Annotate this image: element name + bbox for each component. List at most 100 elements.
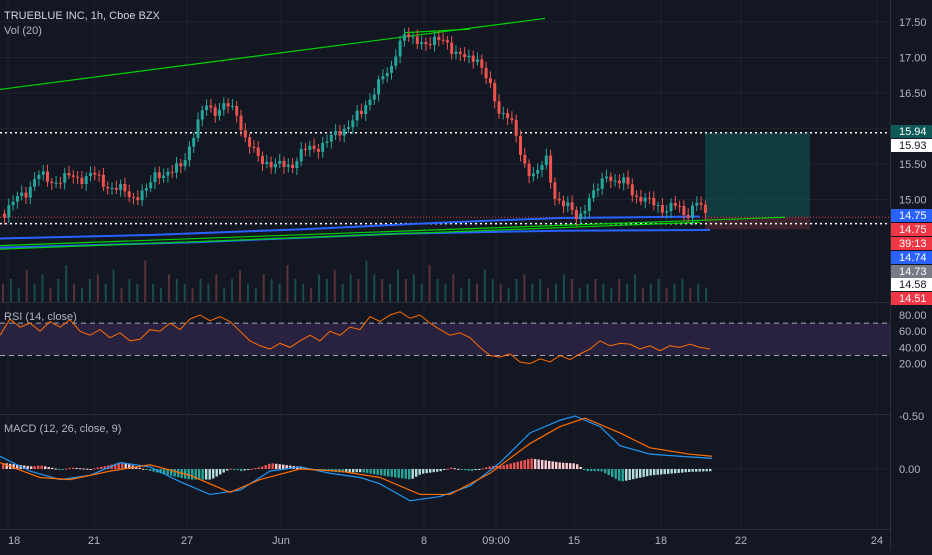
volume-bar	[57, 279, 60, 302]
volume-bar	[81, 288, 83, 302]
candle-body	[368, 99, 372, 105]
price-badge-label: 15.93	[899, 140, 927, 152]
trendline	[0, 221, 701, 250]
candle-body	[484, 67, 488, 79]
candle-body	[635, 195, 639, 197]
volume-bar	[33, 283, 36, 302]
volume-bar	[483, 269, 486, 302]
candle-body	[162, 175, 166, 179]
macd-histogram-bar	[247, 469, 250, 470]
macd-histogram-bar	[674, 469, 677, 474]
candle-body	[424, 42, 428, 45]
macd-histogram-bar	[607, 469, 610, 476]
price-badge	[891, 237, 932, 250]
macd-histogram-bar	[72, 467, 75, 469]
candle-body	[226, 103, 230, 107]
macd-label[interactable]: MACD (12, 26, close, 9)	[4, 423, 122, 435]
volume-bar	[476, 283, 478, 302]
candle-body	[471, 55, 475, 62]
volume-bar	[397, 269, 399, 302]
macd-histogram-bar	[684, 469, 687, 473]
trendline	[0, 216, 786, 247]
candle-body	[58, 182, 62, 184]
candle-body	[527, 163, 531, 177]
macd-histogram-bar	[229, 468, 232, 470]
macd-histogram-bar	[341, 469, 344, 473]
candle-body	[28, 186, 32, 198]
macd-histogram-bar	[121, 462, 124, 469]
volume-bar	[262, 274, 265, 302]
price-tick-label: 15.50	[899, 159, 927, 171]
macd-histogram-bar	[705, 469, 708, 472]
candle-body	[445, 40, 449, 43]
macd-histogram-bar	[614, 469, 617, 479]
macd-histogram-bar	[96, 467, 99, 469]
macd-histogram-bar	[618, 469, 621, 481]
candle-body	[334, 130, 338, 135]
candle-body	[501, 112, 505, 114]
position-stop-zone	[705, 217, 810, 230]
macd-histogram-bar	[586, 469, 589, 472]
volume-bar	[41, 274, 44, 302]
volume-bar	[491, 279, 494, 302]
candle-body	[67, 173, 71, 176]
price-badge-label: 14.74	[899, 252, 927, 264]
volume-bar	[626, 283, 629, 302]
candle-body	[630, 184, 634, 196]
macd-histogram-bar	[110, 464, 113, 469]
volume-bar	[507, 288, 510, 302]
macd-histogram-bar	[191, 469, 194, 480]
volume-bar	[25, 269, 28, 302]
candle-body	[583, 210, 587, 214]
macd-histogram-bar	[254, 468, 257, 470]
candle-body	[686, 215, 690, 218]
macd-histogram-bar	[82, 468, 85, 470]
candle-body	[7, 205, 11, 218]
macd-histogram-bar	[418, 469, 421, 475]
macd-histogram-bar	[44, 466, 47, 469]
price-badge-label: 14.73	[899, 266, 927, 278]
macd-histogram-bar	[376, 469, 379, 475]
candle-body	[411, 36, 415, 38]
macd-histogram-bar	[89, 468, 92, 470]
candle-body	[325, 141, 329, 143]
volume-bar	[681, 279, 684, 302]
price-badge	[891, 251, 932, 264]
candle-body	[506, 112, 510, 119]
rsi-label[interactable]: RSI (14, close)	[4, 311, 77, 323]
macd-histogram-bar	[695, 469, 698, 472]
price-badge	[891, 139, 932, 152]
price-badge-label: 14.51	[899, 293, 927, 305]
volume-bar	[223, 288, 226, 302]
macd-histogram-bar	[642, 469, 645, 477]
macd-histogram-bar	[390, 469, 393, 477]
macd-histogram-bar	[646, 469, 649, 477]
candle-body	[454, 51, 458, 54]
macd-histogram-bar	[383, 469, 386, 476]
volume-bar	[183, 283, 186, 302]
candle-body	[639, 196, 643, 202]
candle-body	[144, 188, 148, 191]
macd-histogram-bar	[446, 468, 449, 470]
candle-body	[626, 177, 630, 185]
volume-bar	[175, 279, 178, 302]
candle-body	[463, 54, 467, 58]
candle-body	[402, 34, 406, 41]
volume-label[interactable]: Vol (20)	[4, 25, 42, 37]
macd-histogram-bar	[513, 462, 516, 469]
candle-body	[377, 79, 381, 95]
volume-bar	[302, 283, 305, 302]
symbol-title[interactable]: TRUEBLUE INC, 1h, Cboe BZX	[4, 10, 160, 22]
volume-bar	[586, 283, 589, 302]
macd-histogram-bar	[544, 460, 547, 469]
candle-body	[282, 160, 286, 167]
candle-body	[557, 198, 561, 201]
macd-histogram-bar	[439, 469, 442, 472]
candle-body	[222, 103, 226, 110]
candle-body	[308, 145, 312, 150]
volume-bar	[468, 279, 471, 302]
volume-bar	[531, 283, 534, 302]
volume-bar	[9, 279, 12, 302]
volume-bar	[499, 283, 502, 302]
